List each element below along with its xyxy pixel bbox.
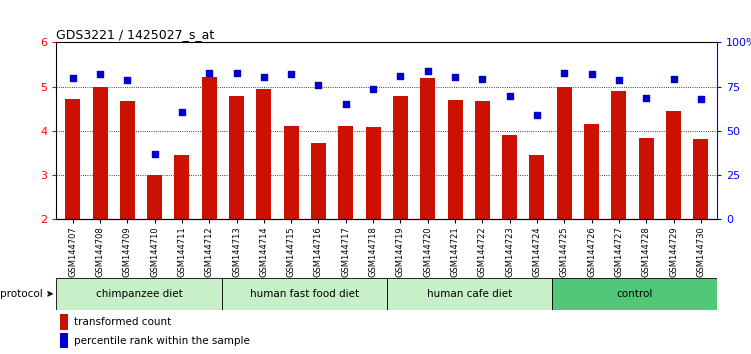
Bar bbox=[256, 89, 271, 219]
Text: human fast food diet: human fast food diet bbox=[249, 289, 359, 299]
Bar bbox=[529, 155, 544, 219]
Bar bbox=[338, 126, 353, 219]
Point bbox=[312, 82, 324, 87]
Bar bbox=[284, 126, 299, 219]
Point bbox=[695, 96, 707, 102]
Point bbox=[367, 86, 379, 92]
Point bbox=[449, 74, 461, 80]
Point bbox=[504, 93, 516, 99]
Bar bbox=[666, 111, 681, 219]
Text: protocol: protocol bbox=[0, 289, 52, 299]
Point bbox=[258, 74, 270, 80]
Bar bbox=[448, 100, 463, 219]
Text: human cafe diet: human cafe diet bbox=[427, 289, 512, 299]
Bar bbox=[59, 333, 68, 348]
Bar bbox=[222, 278, 387, 310]
Point bbox=[339, 101, 351, 107]
Bar bbox=[366, 127, 381, 219]
Point bbox=[176, 110, 188, 115]
Point bbox=[640, 95, 652, 101]
Text: chimpanzee diet: chimpanzee diet bbox=[95, 289, 182, 299]
Point bbox=[558, 70, 570, 75]
Point bbox=[394, 73, 406, 79]
Point bbox=[476, 76, 488, 82]
Bar bbox=[311, 143, 326, 219]
Point bbox=[67, 75, 79, 81]
Point bbox=[204, 71, 216, 76]
Bar bbox=[120, 101, 135, 219]
Bar bbox=[552, 278, 717, 310]
Bar bbox=[611, 91, 626, 219]
Text: transformed count: transformed count bbox=[74, 317, 170, 327]
Text: percentile rank within the sample: percentile rank within the sample bbox=[74, 336, 249, 346]
Text: GDS3221 / 1425027_s_at: GDS3221 / 1425027_s_at bbox=[56, 28, 215, 41]
Bar bbox=[147, 175, 162, 219]
Bar bbox=[502, 135, 517, 219]
Point bbox=[94, 72, 106, 77]
Bar bbox=[65, 99, 80, 219]
Bar bbox=[92, 87, 107, 219]
Bar bbox=[638, 138, 653, 219]
Point bbox=[586, 72, 598, 77]
Point bbox=[122, 77, 134, 83]
Bar bbox=[387, 278, 552, 310]
Point bbox=[531, 113, 543, 118]
Point bbox=[231, 71, 243, 76]
Text: control: control bbox=[617, 289, 653, 299]
Bar bbox=[475, 101, 490, 219]
Bar bbox=[56, 278, 222, 310]
Bar bbox=[202, 77, 217, 219]
Point bbox=[285, 72, 297, 77]
Point bbox=[149, 151, 161, 157]
Bar bbox=[174, 155, 189, 219]
Point bbox=[668, 76, 680, 82]
Point bbox=[422, 68, 434, 74]
Bar bbox=[584, 124, 599, 219]
Point bbox=[613, 77, 625, 83]
Bar bbox=[421, 78, 436, 219]
Bar bbox=[556, 87, 572, 219]
Bar bbox=[229, 97, 244, 219]
Bar bbox=[693, 138, 708, 219]
Bar bbox=[393, 97, 408, 219]
Bar bbox=[59, 314, 68, 330]
